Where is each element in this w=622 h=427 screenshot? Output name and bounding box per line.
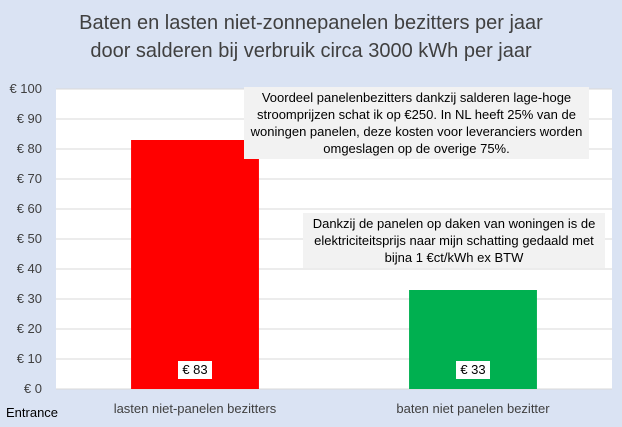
y-tick-label: € 90	[17, 111, 42, 126]
y-tick-label: € 10	[17, 351, 42, 366]
bar	[131, 140, 259, 389]
x-category-label: baten niet panelen bezitter	[396, 401, 550, 416]
source-label: Entrance	[6, 405, 59, 420]
x-category-label: lasten niet-panelen bezitters	[114, 401, 277, 416]
y-tick-label: € 70	[17, 171, 42, 186]
data-label-box	[178, 361, 212, 379]
y-tick-label: € 0	[24, 381, 42, 396]
y-axis: € 0 € 10 € 20 € 30 € 40 € 50 € 60 € 70 € 80 € 90 €…	[9, 81, 42, 396]
chart-title-line-1: Baten en lasten niet-zonnepanelen bezitt…	[79, 12, 543, 34]
y-tick-label: € 60	[17, 201, 42, 216]
y-tick-label: € 30	[17, 291, 42, 306]
bars: € 83 € 33	[131, 140, 537, 389]
annotation-price-drop: Dankzij de panelen op daken van woningen…	[303, 213, 605, 268]
annotation-savings: Voordeel panelenbezitters dankzij salder…	[244, 87, 589, 159]
y-tick-label: € 80	[17, 141, 42, 156]
data-label: € 83	[182, 362, 207, 377]
chart-title-line-2: door salderen bij verbruik circa 3000 kW…	[90, 40, 532, 62]
x-axis: lasten niet-panelen bezitters baten niet …	[114, 401, 551, 416]
y-tick-label: € 20	[17, 321, 42, 336]
y-tick-label: € 100	[9, 81, 42, 96]
y-tick-label: € 50	[17, 231, 42, 246]
data-label-box	[456, 361, 490, 379]
data-label: € 33	[460, 362, 485, 377]
y-tick-label: € 40	[17, 261, 42, 276]
